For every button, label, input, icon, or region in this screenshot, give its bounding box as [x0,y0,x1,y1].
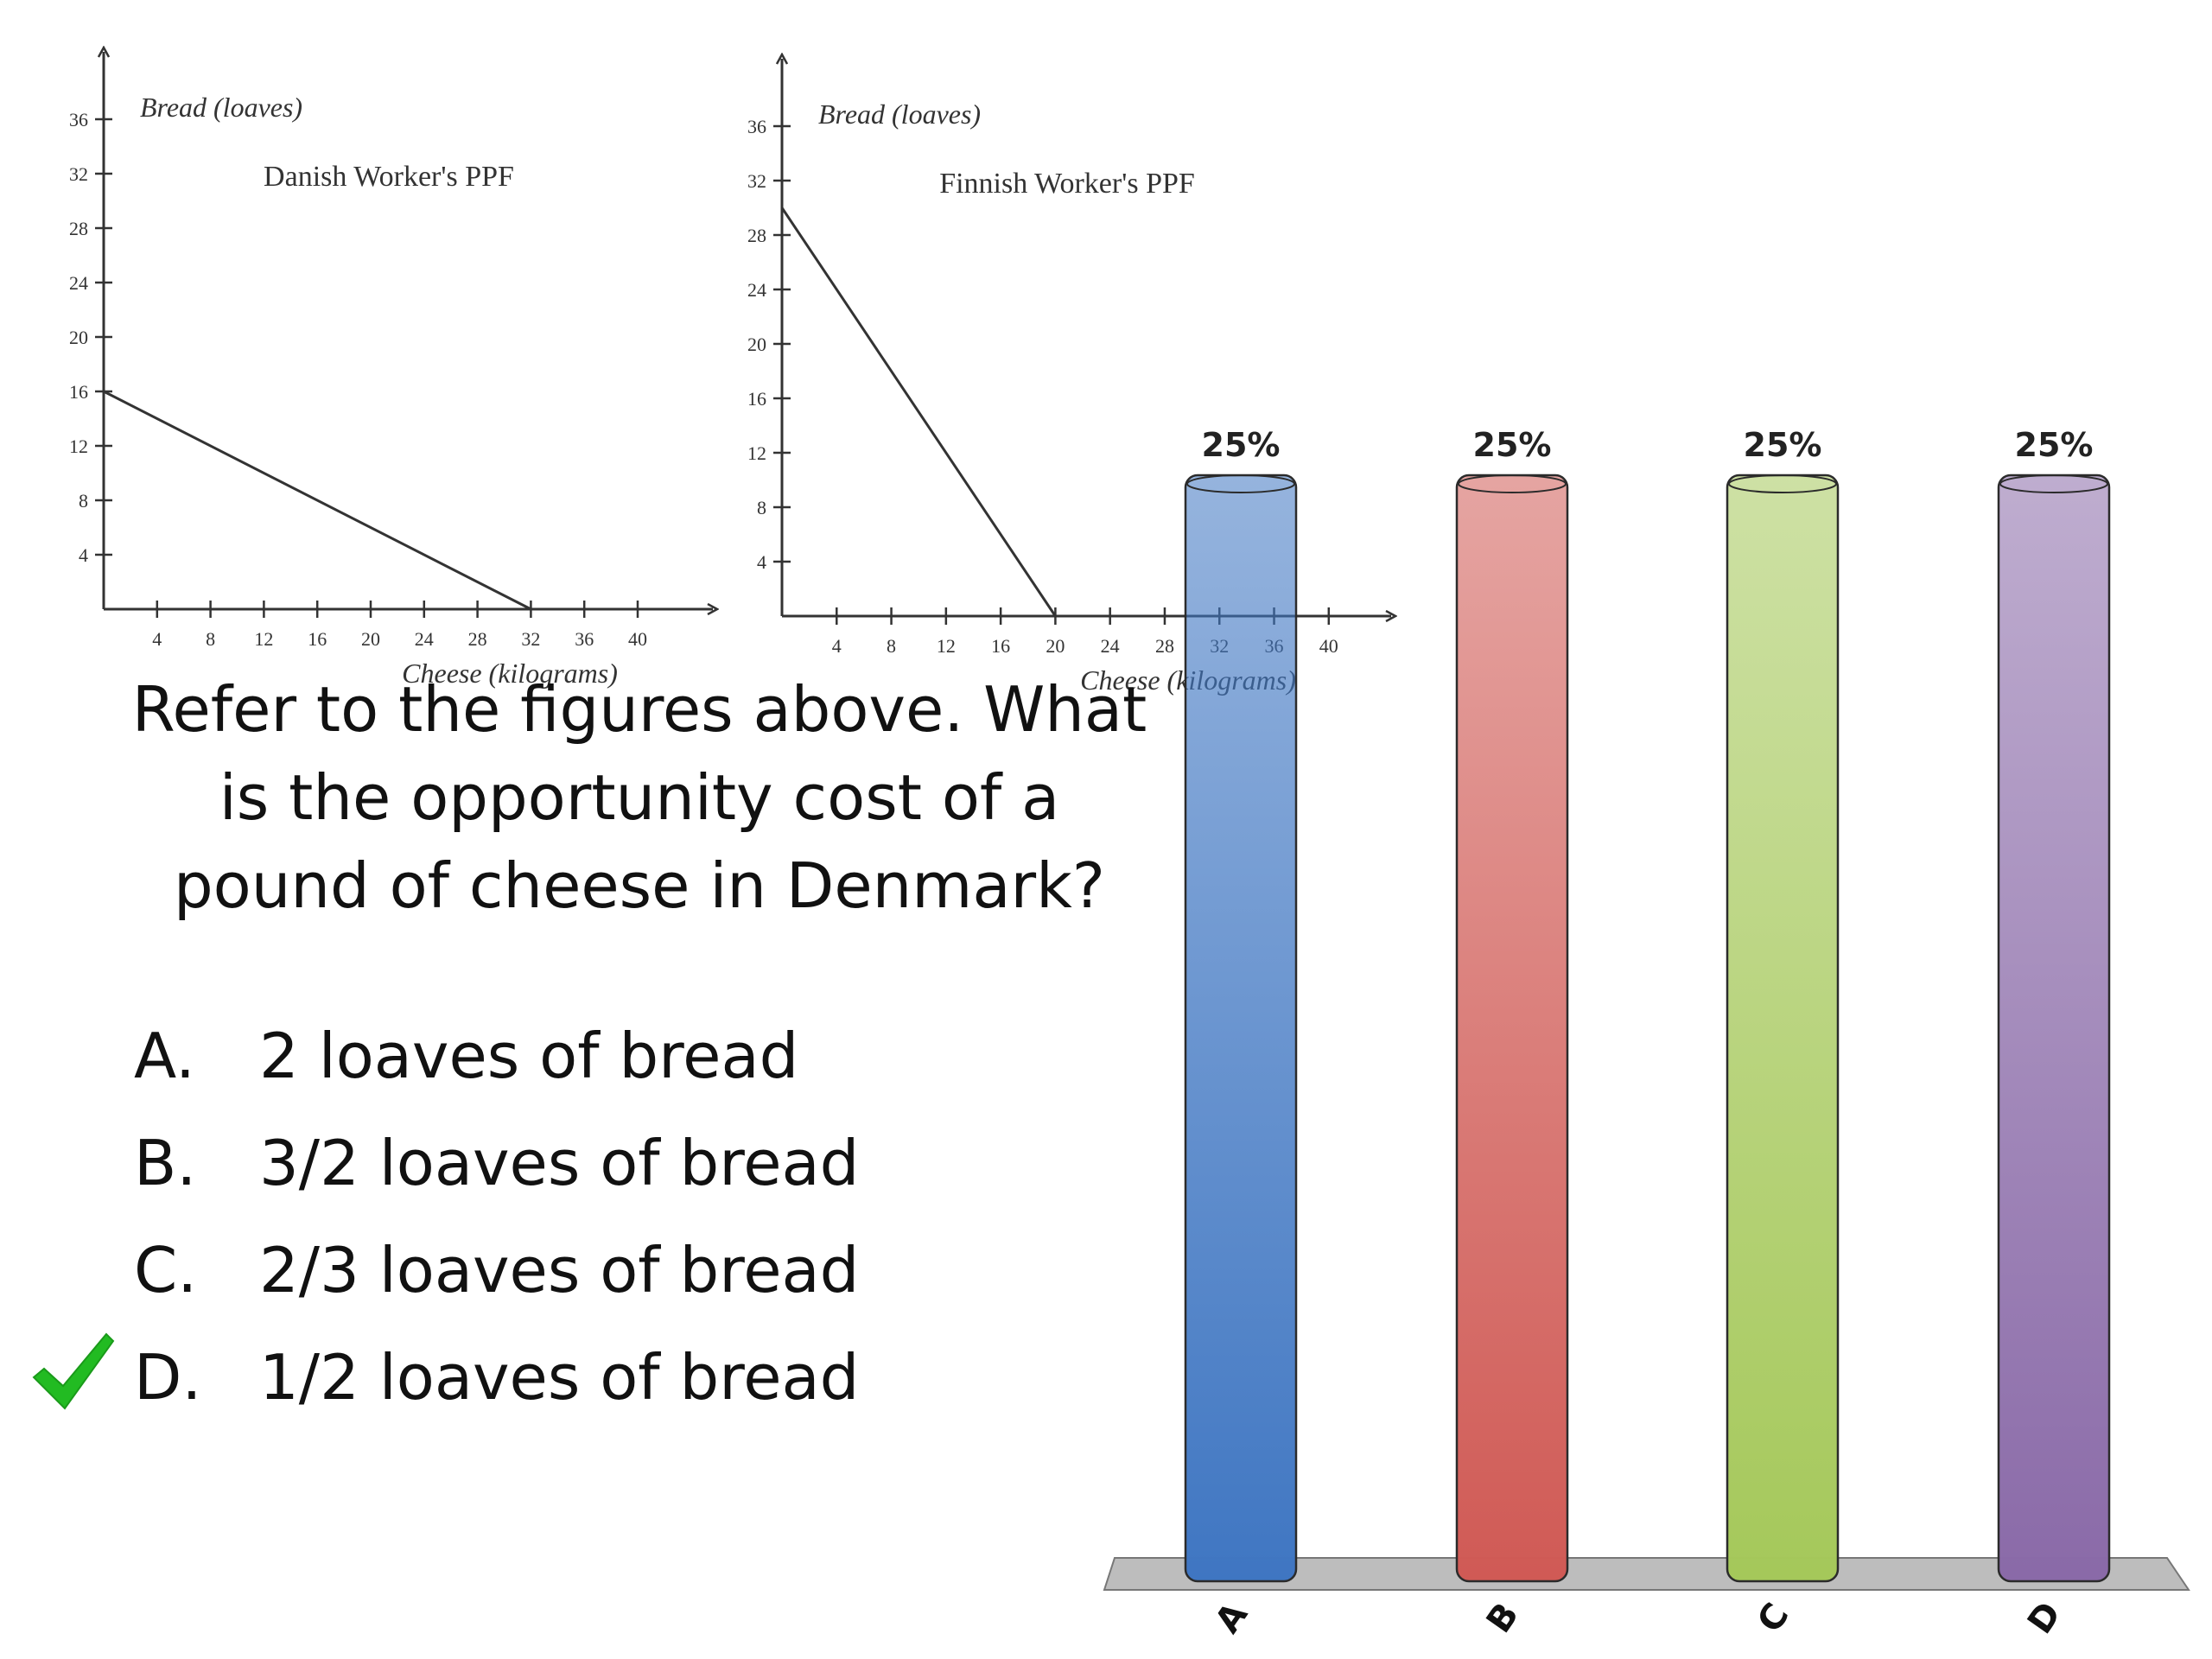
option-b[interactable]: B. 3/2 loaves of bread [134,1109,859,1217]
y-tick-label: 20 [747,334,766,355]
x-tick-label: 24 [1101,635,1120,657]
x-tick-label: 20 [1046,635,1065,657]
option-text: 3/2 loaves of bread [259,1127,860,1199]
bar-value-label: 25% [2015,426,2094,464]
bar-category-label: A [1208,1596,1255,1641]
question-line: pound of cheese in Denmark? [173,849,1106,922]
option-text: 2/3 loaves of bread [259,1234,860,1306]
bar-cap [1728,474,1837,493]
bar-cap [1186,474,1295,493]
bar-b [1455,474,1569,1583]
bar-a [1184,474,1298,1583]
bar-value-label: 25% [1744,426,1822,464]
option-c[interactable]: C. 2/3 loaves of bread [134,1217,859,1324]
x-tick-label: 36 [575,628,594,650]
finnish-ppf-chart: 4812162024283236481216202428323640Bread … [747,59,1391,696]
bar-cap [1458,474,1567,493]
bar-category-label: B [1479,1596,1527,1640]
question-line: Refer to the figures above. What [131,673,1147,746]
answer-options: A. 2 loaves of bread B. 3/2 loaves of br… [32,1002,860,1431]
option-d[interactable]: D. 1/2 loaves of bread [32,1324,860,1431]
x-tick-label: 12 [254,628,273,650]
option-letter: B. [134,1127,197,1199]
x-tick-label: 12 [937,635,956,657]
y-tick-label: 8 [79,490,88,512]
ppf-line [780,207,1057,617]
y-tick-label: 20 [69,327,88,348]
x-tick-label: 28 [468,628,487,650]
x-tick-label: 8 [206,628,215,650]
bar-cap [1999,474,2108,493]
y-tick-label: 24 [747,279,766,301]
y-tick-label: 8 [757,497,766,518]
option-text: 1/2 loaves of bread [259,1341,860,1414]
option-letter: C. [134,1234,198,1306]
option-a[interactable]: A. 2 loaves of bread [134,1002,859,1109]
question-line: is the opportunity cost of a [219,761,1060,834]
y-tick-label: 28 [747,225,766,246]
option-text: 2 loaves of bread [259,1020,799,1092]
option-letter: D. [134,1341,202,1414]
bar-category-label: C [1750,1596,1797,1639]
y-axis-label: Bread (loaves) [818,99,981,130]
x-axis-label: Cheese (kilograms) [402,658,618,689]
x-tick-label: 20 [361,628,380,650]
y-tick-label: 16 [69,381,88,403]
y-tick-label: 16 [747,388,766,410]
bar-c [1726,474,1840,1583]
x-tick-label: 16 [308,628,327,650]
y-axis-label: Bread (loaves) [140,92,302,123]
response-bar-chart: 25% A 25% B 25% C 25% D [1103,426,2190,1642]
x-tick-label: 4 [832,635,842,657]
bar-category-label: D [2020,1595,2069,1642]
y-tick-label: 4 [757,551,766,573]
y-tick-label: 4 [79,544,88,566]
x-tick-label: 40 [1319,635,1338,657]
ppf-line [103,390,532,611]
chart-title: Danish Worker's PPF [264,161,514,193]
question-text: Refer to the figures above. What is the … [104,665,1175,930]
bar-value-label: 25% [1202,426,1281,464]
y-tick-label: 32 [69,163,88,185]
danish-ppf-chart: 4 8 12 16 20 24 28 32 36 4 8 12 16 20 24 28 32 36 40 Bread … [69,52,713,689]
y-tick-label: 32 [747,170,766,192]
y-tick-label: 28 [69,218,88,239]
x-tick-label: 16 [991,635,1010,657]
x-tick-label: 8 [887,635,896,657]
y-tick-label: 24 [69,272,88,294]
x-tick-label: 40 [628,628,647,650]
y-tick-label: 36 [69,109,88,130]
y-tick-label: 12 [69,435,88,457]
x-tick-label: 28 [1155,635,1174,657]
checkmark-icon [32,1332,115,1410]
x-tick-label: 24 [415,628,434,650]
x-tick-label: 4 [152,628,162,650]
x-tick-label: 32 [521,628,540,650]
y-tick-label: 12 [747,442,766,464]
bar-value-label: 25% [1473,426,1552,464]
y-tick-label: 36 [747,116,766,137]
bar-d [1997,474,2111,1583]
chart-title: Finnish Worker's PPF [939,168,1195,200]
option-letter: A. [134,1020,195,1092]
